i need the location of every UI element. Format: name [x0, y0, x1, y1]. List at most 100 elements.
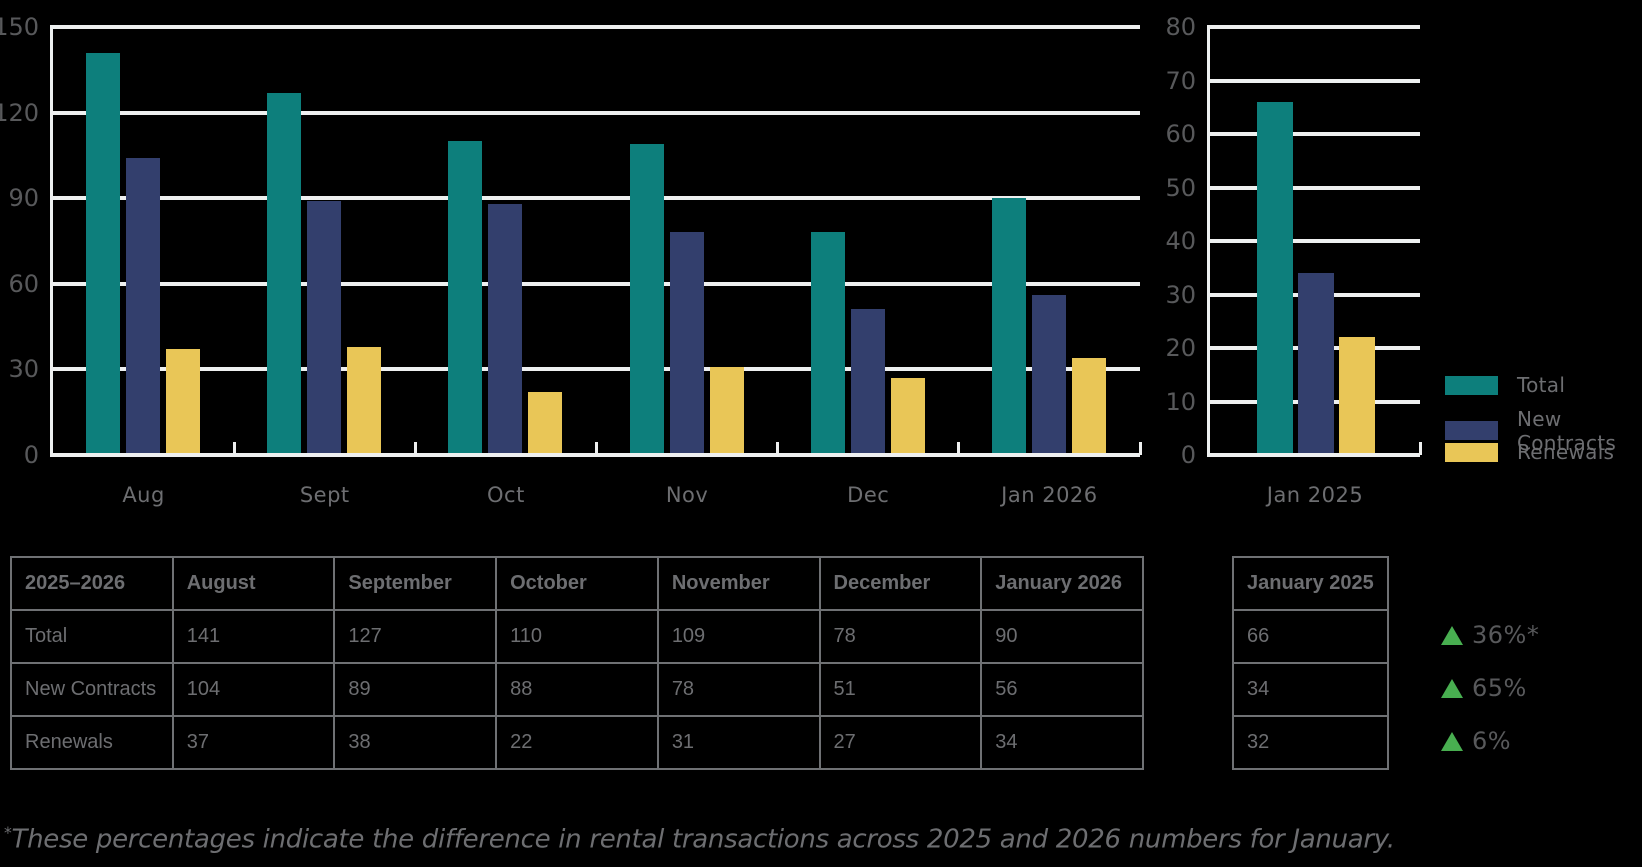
rentals-data-table: 2025–2026 August September October November D…: [10, 556, 1144, 770]
table-header-august: August: [171, 556, 336, 611]
row-label: New Contracts: [10, 662, 174, 717]
x-axis-label: Jan 2025: [1266, 483, 1364, 507]
x-axis-tick: [957, 442, 961, 455]
table-cell: 110: [495, 609, 659, 664]
gridline: [53, 25, 1140, 29]
gridline: [53, 367, 1140, 372]
triangle-up-icon: [1441, 731, 1463, 751]
x-axis-label: Dec: [847, 483, 890, 507]
bar-new-contracts-sept: [307, 201, 342, 455]
row-label: Renewals: [10, 715, 174, 770]
new-contracts-legend-swatch-icon: [1445, 421, 1498, 440]
delta-indicator: 6%: [1441, 727, 1512, 755]
x-axis-tick: [776, 442, 780, 455]
legend-item-renewals: Renewals: [1445, 440, 1614, 464]
x-axis-label: Oct: [487, 483, 525, 507]
y-axis-label: 30: [1165, 280, 1196, 309]
delta-value: 36%*: [1472, 621, 1540, 649]
x-axis-tick: [1418, 442, 1422, 455]
x-axis-label: Jan 2026: [1001, 483, 1098, 507]
table-cell: 90: [980, 609, 1144, 664]
table-header-january-2025: January 2025: [1232, 556, 1389, 611]
y-axis-line: [50, 25, 53, 457]
legend-label: New Contracts: [1517, 406, 1617, 455]
gridline: [53, 196, 1140, 201]
x-axis-tick: [1138, 442, 1142, 455]
bar-total-jan-2026: [991, 198, 1026, 455]
x-axis-label: Aug: [122, 483, 165, 507]
bar-new-contracts-jan-2025: [1298, 273, 1334, 455]
bar-renewals-nov: [709, 366, 744, 455]
table-row-total: Total 141 127 110 109 78 90: [10, 609, 1144, 664]
bar-renewals-oct: [528, 392, 563, 455]
y-axis-label: 0: [1180, 441, 1196, 469]
bar-renewals-dec: [890, 377, 925, 455]
y-axis-label: 150: [0, 13, 39, 41]
y-axis-label: 60: [8, 269, 39, 298]
bar-total-nov: [629, 143, 664, 455]
footnote: *These percentages indicate the differen…: [4, 824, 1395, 855]
bar-total-aug: [86, 52, 120, 455]
delta-indicator: 65%: [1441, 674, 1527, 702]
delta-value: 65%: [1472, 674, 1527, 702]
table-header-november: November: [656, 556, 821, 611]
table-cell: 56: [980, 662, 1144, 717]
x-axis-label: Sept: [299, 483, 350, 507]
table-header-september: September: [333, 556, 498, 611]
delta-value: 6%: [1472, 727, 1512, 755]
table-row: 32: [1232, 715, 1389, 770]
table-header-october: October: [495, 556, 659, 611]
y-axis-label: 40: [1165, 227, 1196, 255]
renewals-legend-swatch-icon: [1445, 442, 1498, 462]
bar-renewals-sept: [347, 346, 382, 455]
jan-2025-data-table: January 2025 66 34 32: [1232, 556, 1389, 770]
table-cell: 27: [818, 715, 983, 770]
gridline: [1210, 239, 1420, 243]
table-header-december: December: [818, 556, 983, 611]
table-cell: 32: [1232, 715, 1389, 770]
bar-total-dec: [810, 232, 845, 455]
bar-renewals-jan-2026: [1071, 357, 1106, 455]
bar-new-contracts-dec: [850, 309, 885, 455]
table-header-january-2026: January 2026: [980, 556, 1144, 611]
table-cell: 38: [333, 715, 498, 770]
table-cell: 89: [333, 662, 498, 717]
gridline: [53, 110, 1140, 115]
delta-indicator: 36%*: [1441, 621, 1540, 649]
triangle-up-icon: [1441, 625, 1463, 645]
gridline: [1210, 78, 1420, 83]
y-axis-label: 90: [8, 184, 39, 213]
bar-total-jan-2025: [1257, 101, 1293, 455]
bar-new-contracts-oct: [488, 203, 523, 455]
table-cell: 104: [171, 662, 336, 717]
table-row: 66: [1232, 609, 1389, 664]
y-axis-label: 80: [1165, 13, 1196, 41]
triangle-up-icon: [1441, 678, 1463, 698]
y-axis-label: 30: [8, 355, 39, 384]
x-axis-label: Nov: [665, 483, 709, 507]
bar-new-contracts-nov: [669, 232, 704, 455]
footnote-asterisk: *: [4, 824, 12, 842]
gridline: [1210, 132, 1420, 136]
bar-renewals-jan-2025: [1339, 337, 1375, 455]
bar-new-contracts-aug: [126, 158, 160, 455]
table-row-renewals: Renewals 37 38 22 31 27 34: [10, 715, 1144, 770]
table-cell: 37: [171, 715, 336, 770]
table-cell: 141: [171, 609, 336, 664]
table-cell: 22: [495, 715, 659, 770]
table-row: 34: [1232, 662, 1389, 717]
y-axis-label: 20: [1165, 334, 1196, 362]
row-label: Total: [10, 609, 174, 664]
table-cell: 34: [1232, 662, 1389, 717]
y-axis-line: [1207, 25, 1210, 457]
table-cell: 127: [333, 609, 498, 664]
y-axis-label: 0: [23, 441, 39, 469]
legend-label: Total: [1517, 373, 1566, 397]
bar-total-oct: [448, 141, 483, 455]
table-cell: 78: [656, 662, 821, 717]
x-axis-tick: [595, 442, 598, 455]
x-axis-tick: [413, 442, 417, 455]
table-cell: 109: [656, 609, 821, 664]
legend-item-new-contracts: New Contracts: [1445, 407, 1642, 455]
y-axis-label: 50: [1165, 173, 1196, 202]
